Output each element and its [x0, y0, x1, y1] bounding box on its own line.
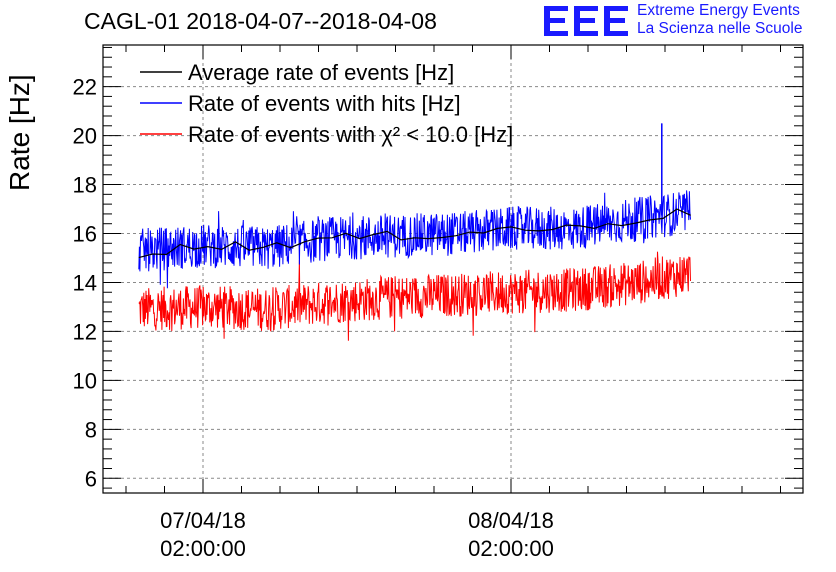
series-hits-line — [138, 190, 691, 289]
legend-label: Average rate of events [Hz] — [188, 60, 454, 85]
y-tick-label: 12 — [73, 319, 97, 344]
legend-label: Rate of events with χ² < 10.0 [Hz] — [188, 122, 513, 147]
x-tick-label-time: 02:00:00 — [160, 536, 246, 561]
legend-label: Rate of events with hits [Hz] — [188, 91, 461, 116]
y-tick-label: 22 — [73, 75, 97, 100]
chart-title: CAGL-01 2018-04-07--2018-04-08 — [84, 8, 437, 34]
logo-line-1: Extreme Energy Events — [637, 2, 800, 19]
x-tick-label-time: 02:00:00 — [468, 536, 554, 561]
y-tick-label: 16 — [73, 222, 97, 247]
x-tick-label-date: 08/04/18 — [468, 508, 554, 533]
plot-frame — [102, 44, 804, 494]
series-average-line — [138, 208, 691, 259]
y-tick-label: 20 — [73, 124, 97, 149]
x-tick-label-date: 07/04/18 — [160, 508, 246, 533]
logo-text: Extreme Energy Events La Scienza nelle S… — [637, 2, 802, 38]
y-tick-label: 8 — [85, 417, 97, 442]
y-tick-label: 10 — [73, 368, 97, 393]
eee-logo — [544, 6, 628, 36]
y-tick-label: 6 — [85, 466, 97, 491]
series-chi2-line — [138, 251, 691, 341]
logo-line-2: La Scienza nelle Scuole — [637, 20, 803, 37]
y-tick-label: 18 — [73, 173, 97, 198]
y-tick-label: 14 — [73, 270, 97, 295]
